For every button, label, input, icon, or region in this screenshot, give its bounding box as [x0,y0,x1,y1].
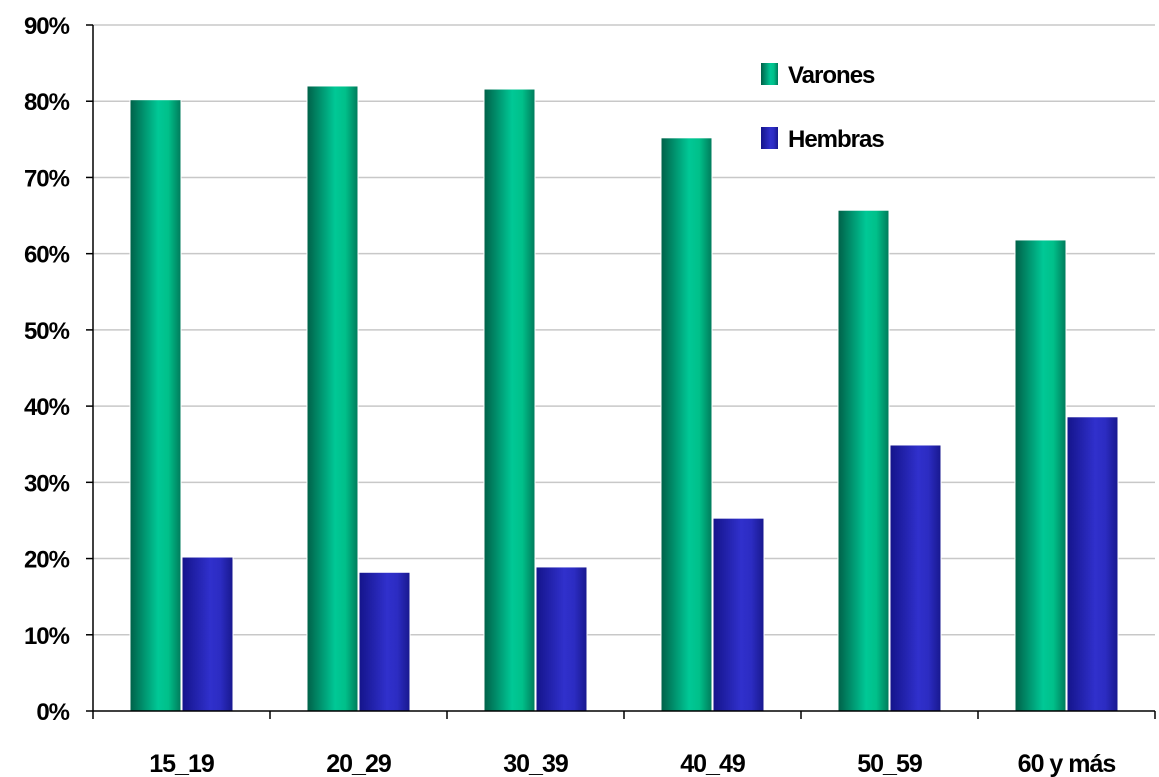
bar-varones [306,85,359,712]
x-tick-label: 15_19 [149,750,214,777]
x-tick-label: 30_39 [503,750,568,777]
bar-hembras [358,571,411,712]
axes [86,24,1156,719]
x-tick-label: 60 y más [1018,750,1116,777]
bar-varones [660,137,713,712]
bar-hembras [889,444,942,712]
bar-varones [837,209,890,712]
axis-labels: 0% 10% 20% 30% 40% 50% 60% 70% 80% 90% 15_19 20_29 3… [24,13,1116,777]
legend-swatch-varones [761,63,778,85]
y-tick-label: 10% [24,623,70,650]
y-tick-label: 50% [24,318,70,345]
legend-label-hembras: Hembras [788,126,884,153]
bar-hembras [712,517,765,712]
y-tick-label: 0% [36,699,69,726]
y-tick-label: 30% [24,470,70,497]
y-tick-label: 90% [24,13,70,40]
bar-varones [483,88,536,712]
legend: Varones Hembras [761,62,885,153]
y-tick-label: 20% [24,547,70,574]
y-tick-label: 40% [24,394,70,421]
x-tick-label: 20_29 [326,750,391,777]
y-tick-label: 60% [24,242,70,269]
bar-varones [129,99,182,712]
x-tick-label: 40_49 [680,750,745,777]
y-tick-label: 70% [24,165,70,192]
bar-hembras [1066,416,1119,712]
bar-hembras [181,556,234,712]
bar-varones [1014,239,1067,712]
y-tick-label: 80% [24,89,70,116]
bar-hembras [535,566,588,712]
legend-label-varones: Varones [788,62,875,89]
bars [129,85,1119,712]
x-tick-label: 50_59 [857,750,922,777]
legend-swatch-hembras [761,127,778,149]
gridlines [93,24,1155,636]
